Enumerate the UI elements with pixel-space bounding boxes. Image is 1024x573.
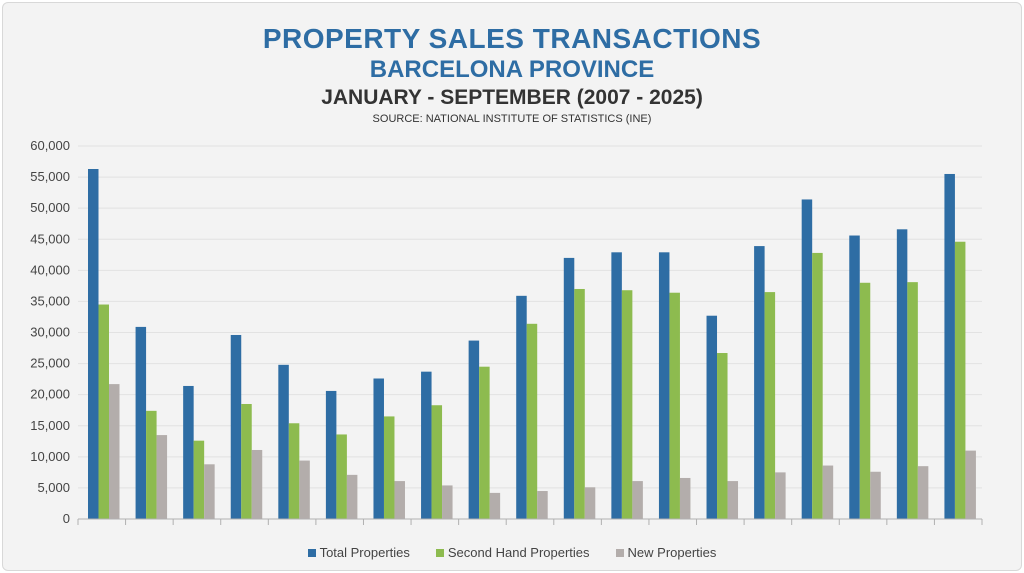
- bar: [468, 340, 480, 519]
- bar: [632, 481, 643, 519]
- bar: [394, 481, 405, 519]
- y-tick-label: 0: [63, 511, 70, 526]
- bar: [278, 364, 289, 519]
- bar: [754, 246, 765, 520]
- chart-title: PROPERTY SALES TRANSACTIONS: [262, 23, 762, 54]
- y-tick-label: 45,000: [30, 231, 70, 246]
- bar: [442, 485, 453, 519]
- bar: [896, 229, 908, 519]
- bar: [621, 290, 633, 519]
- bar: [907, 282, 918, 519]
- bar: [859, 282, 871, 519]
- bar: [88, 169, 99, 520]
- chart-period: JANUARY - SEPTEMBER (2007 - 2025): [321, 86, 703, 109]
- chart-legend: Total Properties Second Hand Properties …: [0, 545, 1024, 560]
- bar: [421, 371, 432, 519]
- bar: [193, 440, 205, 519]
- legend-item-second-hand: Second Hand Properties: [435, 545, 590, 560]
- y-tick-label: 40,000: [30, 262, 70, 277]
- bar: [479, 366, 490, 519]
- bar: [526, 323, 538, 519]
- bar: [288, 423, 300, 519]
- bar: [822, 465, 834, 519]
- bar: [679, 477, 691, 519]
- bar: [727, 481, 739, 519]
- y-tick-label: 60,000: [30, 138, 70, 153]
- bar: [917, 466, 929, 519]
- bar: [230, 334, 242, 519]
- y-tick-label: 5,000: [37, 480, 70, 495]
- legend-swatch-new: [615, 548, 624, 557]
- bar: [706, 315, 718, 519]
- legend-label-new: New Properties: [627, 545, 717, 560]
- bar: [516, 295, 527, 519]
- bar: [431, 405, 443, 519]
- bar: [336, 434, 347, 519]
- bar: [611, 252, 622, 519]
- bar: [870, 471, 881, 519]
- bar: [954, 241, 966, 519]
- bar: [325, 390, 337, 519]
- bar: [98, 304, 109, 519]
- bar: [563, 257, 575, 519]
- chart-source: SOURCE: NATIONAL INSTITUTE OF STATISTICS…: [372, 113, 652, 125]
- bar: [801, 199, 813, 520]
- legend-label-total: Total Properties: [319, 545, 410, 560]
- bar: [584, 487, 596, 519]
- bar: [849, 235, 860, 519]
- legend-swatch-total: [307, 548, 316, 557]
- chart-subtitle: BARCELONA PROVINCE: [369, 56, 655, 83]
- bar: [251, 449, 263, 519]
- legend-item-new: New Properties: [615, 545, 717, 560]
- bar: [109, 384, 120, 519]
- bar: [944, 173, 955, 519]
- bar: [373, 378, 384, 519]
- bar: [775, 472, 786, 519]
- y-tick-label: 55,000: [30, 169, 70, 184]
- bar: [489, 492, 501, 519]
- bar: [146, 410, 157, 519]
- y-tick-label: 15,000: [30, 418, 70, 433]
- bar: [965, 450, 976, 519]
- bar: [764, 292, 776, 519]
- bar: [204, 464, 215, 519]
- y-tick-label: 30,000: [30, 325, 70, 340]
- bar: [717, 353, 728, 519]
- bar: [135, 326, 147, 519]
- bar: [383, 416, 395, 519]
- bar: [183, 385, 194, 519]
- bar: [669, 292, 680, 519]
- y-tick-label: 10,000: [30, 449, 70, 464]
- legend-label-second-hand: Second Hand Properties: [447, 545, 590, 560]
- bar: [156, 435, 168, 519]
- chart-titles: PROPERTY SALES TRANSACTIONS BARCELONA PR…: [0, 22, 1024, 126]
- legend-swatch-second-hand: [435, 548, 444, 557]
- y-tick-label: 50,000: [30, 200, 70, 215]
- y-tick-label: 25,000: [30, 356, 70, 371]
- y-tick-label: 35,000: [30, 293, 70, 308]
- bar: [241, 403, 252, 519]
- bar: [658, 252, 670, 519]
- bar: [574, 288, 585, 519]
- bar: [537, 491, 548, 519]
- y-tick-label: 20,000: [30, 387, 70, 402]
- bar: [299, 460, 310, 519]
- bar: [812, 252, 823, 519]
- bar: [346, 474, 358, 519]
- legend-item-total: Total Properties: [307, 545, 410, 560]
